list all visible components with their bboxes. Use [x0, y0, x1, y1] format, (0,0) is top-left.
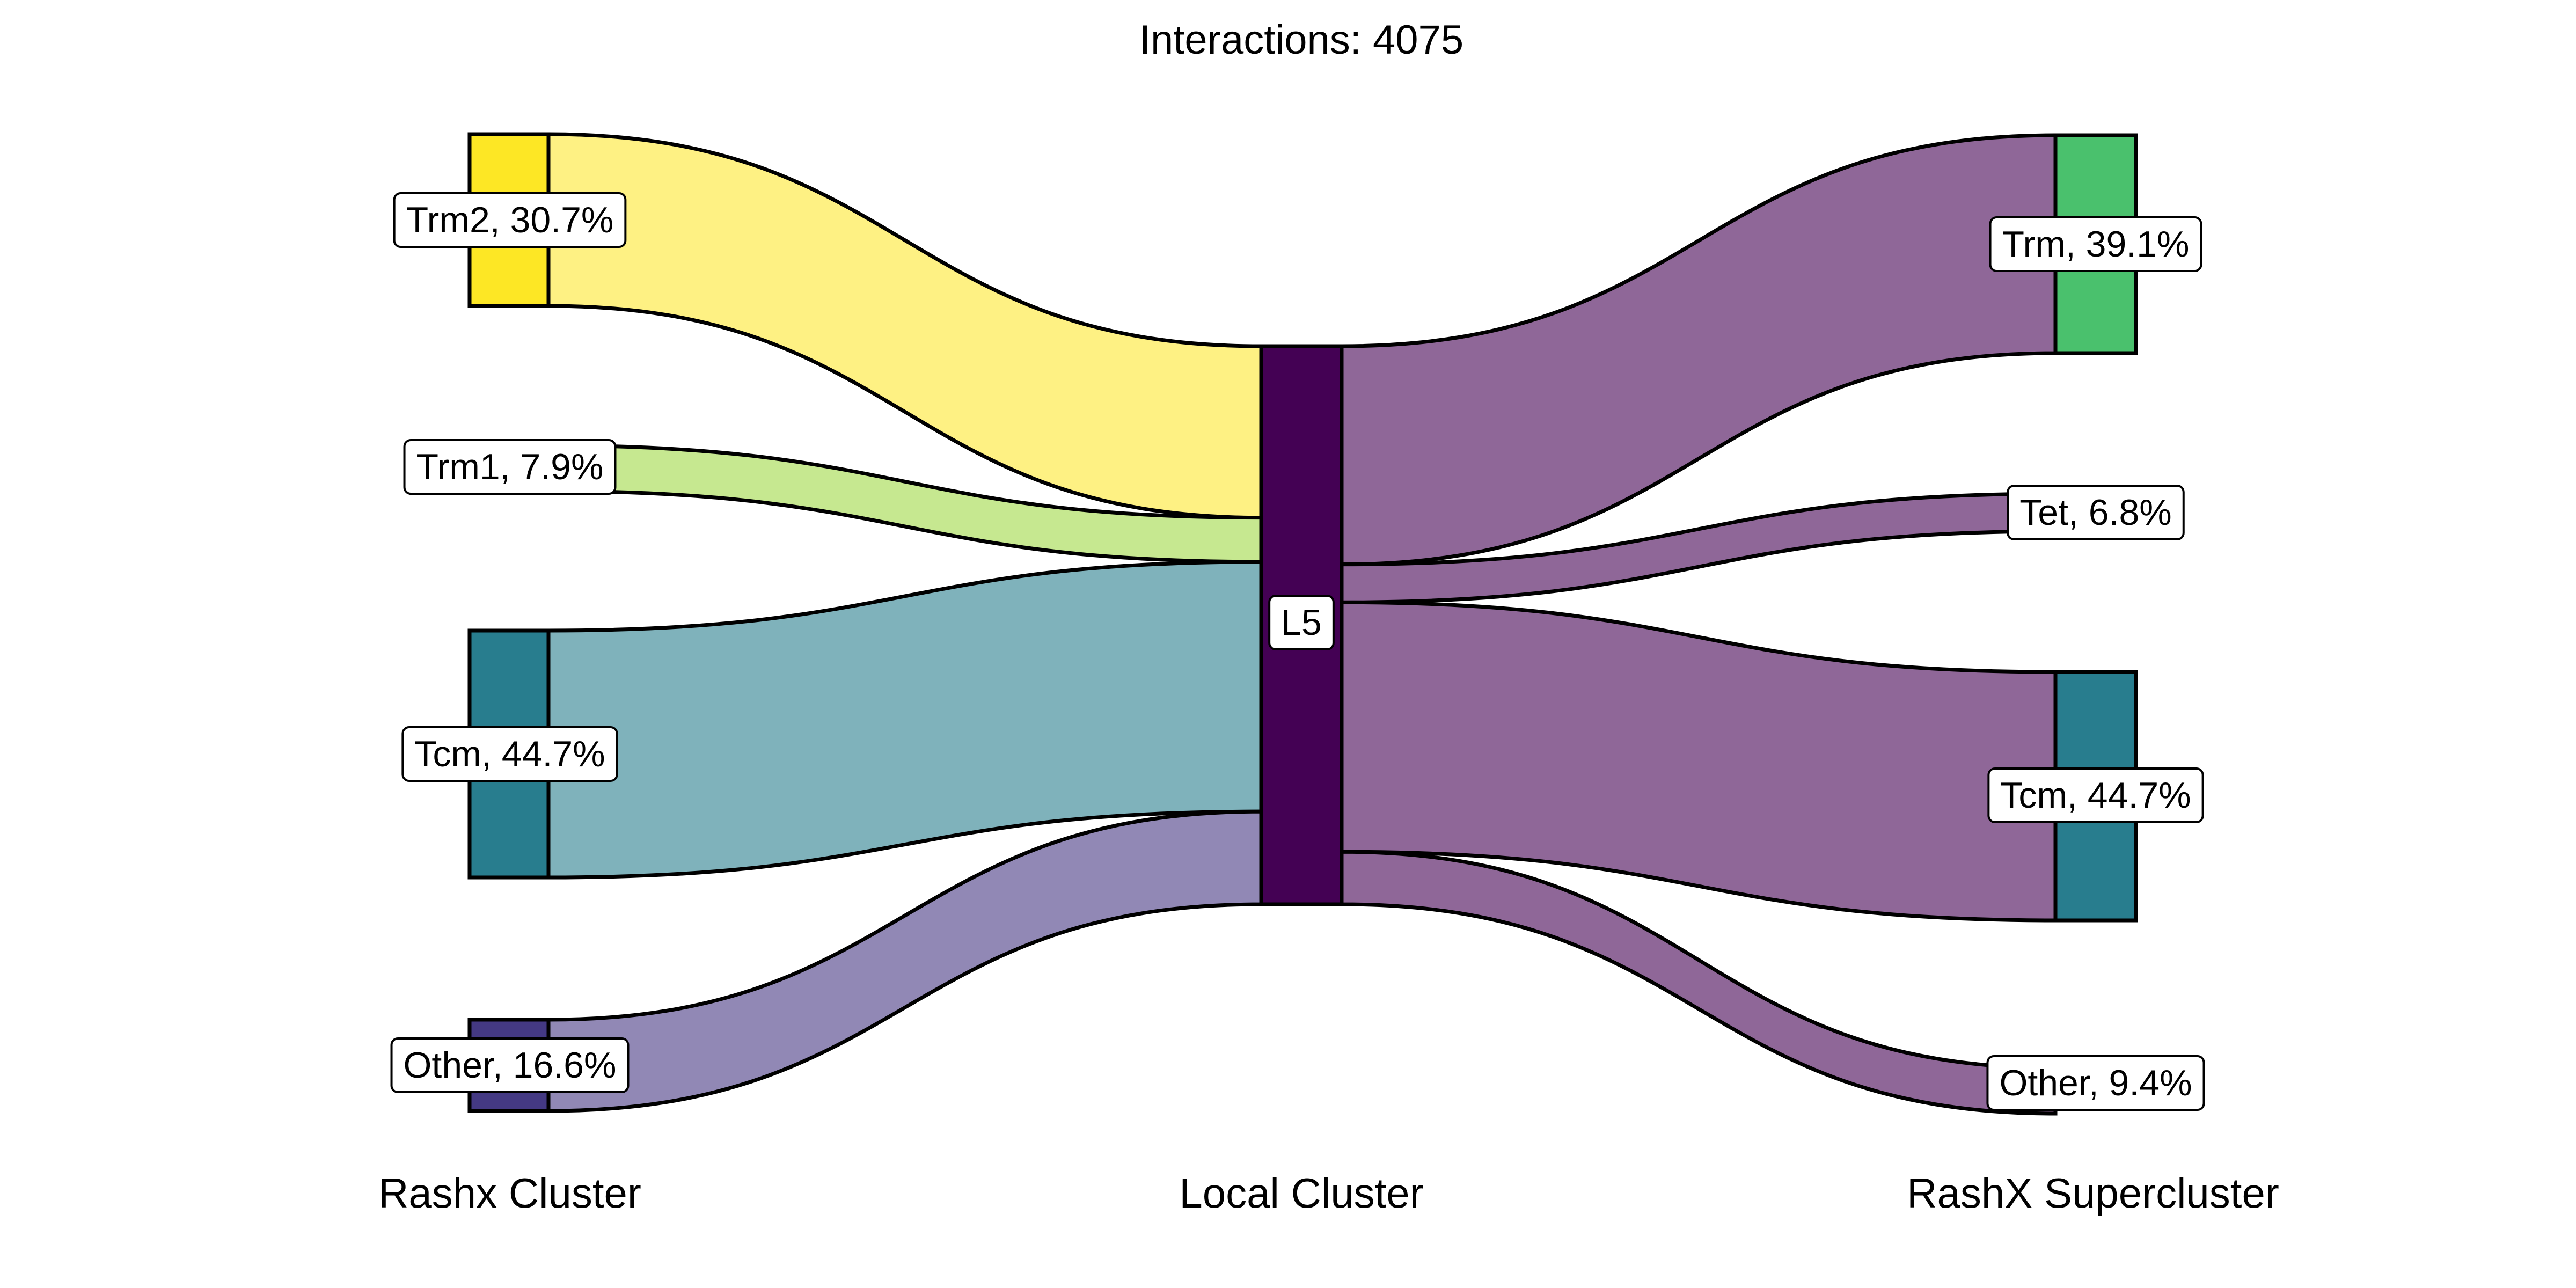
right-label-tet-1: Tet, 6.8%	[2007, 485, 2185, 540]
right-label-other-3-text: Other, 9.4%	[1999, 1063, 2192, 1103]
left-label-trm1-box	[403, 439, 617, 495]
chart-title: Interactions: 4075	[1139, 17, 1463, 63]
stage-label-rashx-supercluster: RashX Supercluster	[1907, 1169, 2279, 1217]
stage-label-rashx-cluster: Rashx Cluster	[378, 1169, 641, 1217]
right-label-trm-0-text: Trm, 39.1%	[2002, 224, 2190, 265]
left-label-trm1: Trm1, 7.9%	[403, 439, 617, 495]
left-label-other-text: Other, 16.6%	[404, 1045, 617, 1086]
right-label-trm-0-box	[1989, 216, 2202, 272]
right-label-other-3: Other, 9.4%	[1986, 1055, 2205, 1111]
center-label-l5-box	[1268, 595, 1335, 650]
right-label-tcm-2-text: Tcm, 44.7%	[2000, 775, 2191, 816]
left-label-trm2-text: Trm2, 30.7%	[406, 200, 614, 240]
right-label-tet-1-text: Tet, 6.8%	[2019, 492, 2172, 533]
flow-l5-to-other-3	[1340, 850, 2058, 1116]
left-label-trm2: Trm2, 30.7%	[393, 192, 627, 248]
left-label-trm2-box	[393, 192, 627, 248]
left-label-tcm-text: Tcm, 44.7%	[414, 734, 605, 774]
flows-layer	[546, 132, 2058, 1116]
left-label-other: Other, 16.6%	[390, 1037, 630, 1093]
stage-label-local-cluster: Local Cluster	[1179, 1169, 1423, 1217]
labels-layer: Trm2, 30.7% Trm1, 7.9% Tcm, 44.7% Other, 16…	[390, 192, 2205, 1111]
right-label-other-3-box	[1986, 1055, 2205, 1111]
center-label-l5: L5	[1268, 595, 1335, 650]
left-label-tcm: Tcm, 44.7%	[401, 726, 618, 782]
left-label-tcm-box	[401, 726, 618, 782]
right-label-tcm-2-box	[1987, 767, 2204, 823]
right-label-tet-1-box	[2007, 485, 2185, 540]
center-label-l5-text: L5	[1281, 602, 1322, 643]
right-label-tcm-2: Tcm, 44.7%	[1987, 767, 2204, 823]
right-label-trm-0: Trm, 39.1%	[1989, 216, 2202, 272]
left-label-trm1-text: Trm1, 7.9%	[416, 447, 604, 487]
left-label-other-box	[390, 1037, 630, 1093]
